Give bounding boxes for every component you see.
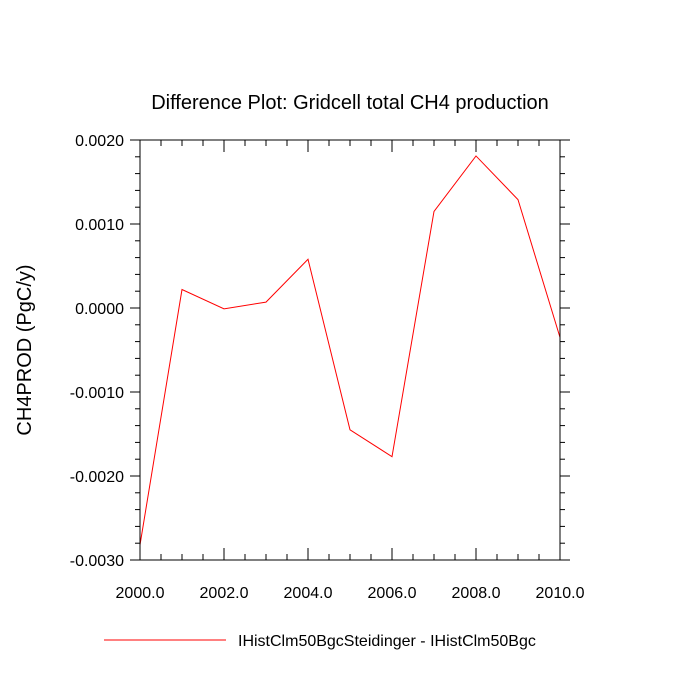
series-line-0: [139, 155, 561, 545]
legend: IHistClm50BgcSteidinger - IHistClm50Bgc: [104, 633, 536, 650]
axis-tick-labels: 2000.0 2002.0 2004.0 2006.0 2008.0 2010.0 -0.0…: [70, 133, 585, 602]
x-tick-label: 2008.0: [452, 585, 501, 602]
x-tick-label: 2006.0: [368, 585, 417, 602]
y-tick-label: -0.0030: [70, 553, 124, 570]
x-tick-label: 2000.0: [116, 585, 165, 602]
x-tick-label: 2002.0: [200, 585, 249, 602]
y-tick-label: -0.0010: [70, 385, 124, 402]
y-tick-label: -0.0020: [70, 469, 124, 486]
chart-title: Difference Plot: Gridcell total CH4 prod…: [151, 92, 549, 114]
y-tick-label: 0.0020: [75, 133, 124, 150]
legend-label-series-0: IHistClm50BgcSteidinger - IHistClm50Bgc: [238, 633, 536, 650]
plot-frame: [139, 139, 561, 561]
x-tick-label: 2010.0: [536, 585, 585, 602]
axis-ticks: [130, 139, 570, 561]
x-tick-label: 2004.0: [284, 585, 333, 602]
series-layer: [139, 155, 561, 545]
y-tick-label: 0.0010: [75, 217, 124, 234]
y-tick-label: 0.0000: [75, 301, 124, 318]
y-axis-label: CH4PROD (PgC/y): [14, 264, 36, 435]
